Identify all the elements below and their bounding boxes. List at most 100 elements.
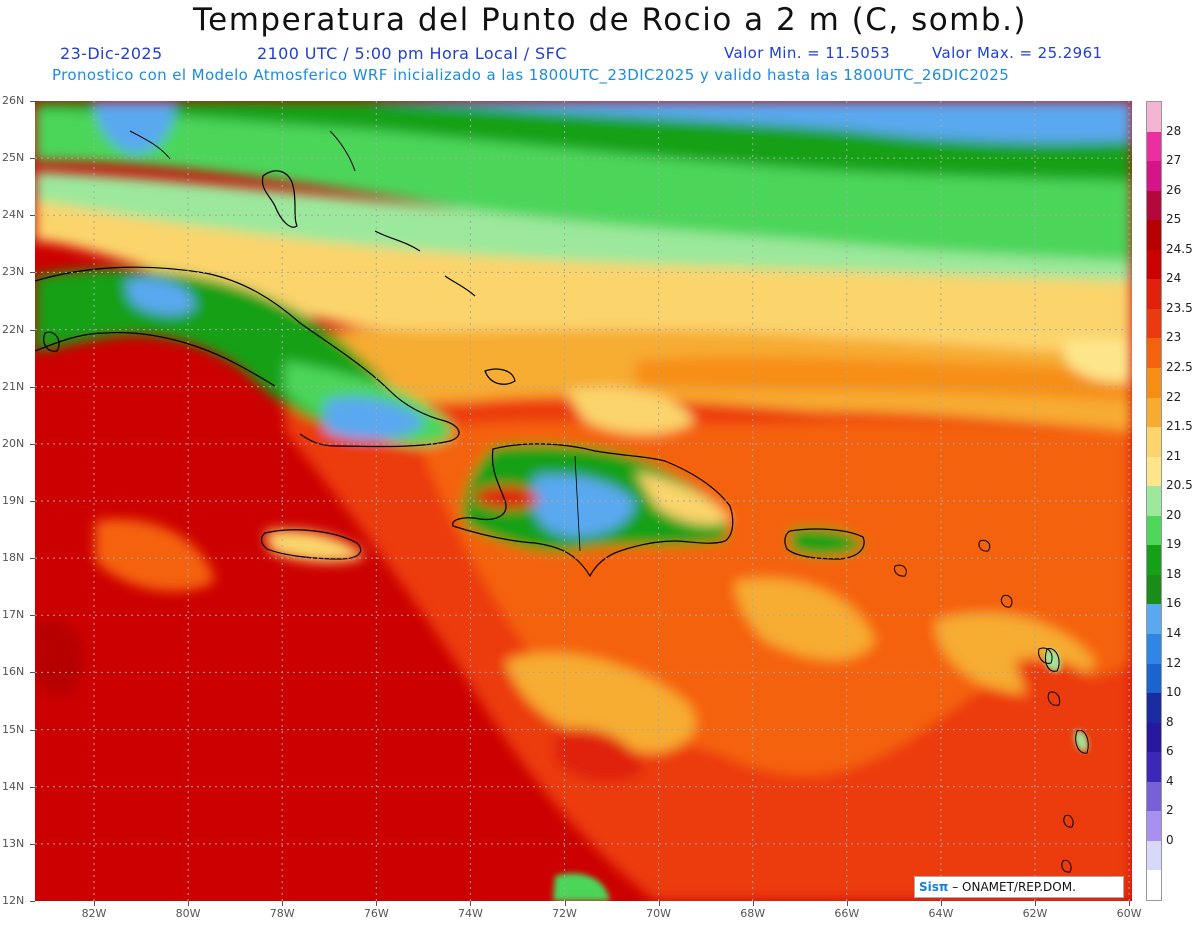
lesser-antilles — [894, 539, 1089, 873]
credit-text: – ONAMET/REP.DOM. — [948, 880, 1076, 894]
latitude-label: 22N — [2, 322, 25, 336]
latitude-tick — [30, 901, 35, 902]
legend-label: 24 — [1166, 271, 1182, 286]
longitude-tick — [564, 901, 566, 906]
min-value-label: Valor Min. = 11.5053 — [724, 44, 891, 62]
latitude-label: 16N — [2, 665, 25, 679]
latitude-label: 26N — [2, 94, 25, 107]
latitude-label: 24N — [2, 208, 25, 222]
legend-swatch — [1147, 368, 1161, 399]
longitude-label: 76W — [363, 907, 389, 920]
latitude-label: 17N — [2, 608, 25, 622]
legend-label: 22 — [1166, 389, 1182, 404]
longitude-tick — [658, 901, 660, 906]
legend-swatch — [1147, 781, 1161, 812]
coastlines — [35, 130, 865, 578]
max-value-label: Valor Max. = 25.2961 — [932, 44, 1103, 62]
legend-swatch — [1147, 515, 1161, 546]
latitude-label: 20N — [2, 436, 25, 450]
longitude-label: 68W — [740, 907, 766, 920]
legend-swatch — [1147, 722, 1161, 753]
legend-label: 23 — [1166, 330, 1182, 345]
legend-swatch — [1147, 574, 1161, 605]
legend-swatch — [1147, 840, 1161, 871]
longitude-label: 64W — [928, 907, 954, 920]
legend-label: 21.5 — [1166, 419, 1193, 434]
map-title: Temperatura del Punto de Rocio a 2 m (C,… — [192, 2, 1028, 38]
date-label: 23-Dic-2025 — [60, 44, 163, 63]
credit-box: Sisπ – ONAMET/REP.DOM. — [914, 876, 1124, 898]
legend-label: 14 — [1166, 626, 1182, 640]
legend-label: 26 — [1166, 182, 1182, 197]
latitude-label: 18N — [2, 551, 25, 565]
color-legend-bar — [1146, 101, 1162, 901]
legend-label: 16 — [1166, 596, 1182, 611]
legend-label: 19 — [1166, 537, 1182, 552]
graticule — [35, 101, 1132, 901]
legend-swatch — [1147, 249, 1161, 280]
legend-label: 6 — [1166, 744, 1174, 759]
legend-label: 24.5 — [1166, 241, 1193, 256]
latitude-tick — [30, 158, 35, 160]
latitude-label: 19N — [2, 494, 25, 507]
legend-label: 4 — [1166, 773, 1174, 788]
latitude-tick — [30, 272, 35, 274]
legend-swatch — [1147, 308, 1161, 339]
legend-swatch — [1147, 427, 1161, 458]
legend-swatch — [1147, 663, 1161, 694]
latitude-tick — [30, 386, 35, 388]
legend-swatch — [1147, 545, 1161, 576]
legend-swatch — [1147, 131, 1161, 162]
legend-swatch — [1147, 811, 1161, 842]
latitude-tick — [30, 558, 35, 560]
longitude-label: 66W — [834, 907, 860, 920]
longitude-label: 60W — [1116, 907, 1142, 920]
legend-label: 10 — [1166, 685, 1182, 700]
legend-swatch — [1147, 338, 1161, 369]
longitude-tick — [1035, 901, 1036, 906]
legend-swatch — [1147, 161, 1161, 192]
longitude-tick — [752, 901, 754, 906]
latitude-label: 15N — [2, 722, 25, 736]
legend-swatch — [1147, 693, 1161, 724]
latitude-tick — [30, 215, 35, 217]
legend-label: 25 — [1166, 212, 1182, 227]
longitude-tick — [1129, 901, 1131, 906]
longitude-label: 72W — [552, 907, 577, 920]
legend-swatch — [1147, 102, 1161, 133]
legend-label: 22.5 — [1166, 360, 1193, 374]
legend-swatch — [1147, 456, 1161, 487]
longitude-label: 80W — [175, 907, 201, 920]
latitude-tick — [30, 729, 35, 731]
legend-label: 18 — [1166, 566, 1182, 581]
longitude-label: 62W — [1022, 907, 1048, 920]
longitude-tick — [470, 901, 472, 906]
longitude-tick — [376, 901, 378, 906]
dewpoint-field — [35, 101, 1132, 901]
longitude-tick — [846, 901, 848, 906]
latitude-label: 21N — [2, 379, 25, 393]
latitude-label: 12N — [2, 894, 25, 907]
latitude-tick — [30, 672, 35, 674]
legend-label: 2 — [1166, 803, 1174, 818]
legend-swatch — [1147, 634, 1161, 665]
longitude-tick — [188, 901, 190, 906]
legend-label: 20 — [1166, 507, 1182, 522]
latitude-label: 14N — [2, 779, 25, 793]
latitude-tick — [30, 101, 35, 102]
legend-swatch — [1147, 397, 1161, 428]
latitude-tick — [30, 329, 35, 331]
legend-swatch — [1147, 604, 1161, 635]
latitude-tick — [30, 786, 35, 788]
legend-label: 23.5 — [1166, 300, 1193, 315]
longitude-tick — [940, 901, 942, 906]
latitude-tick — [30, 501, 35, 502]
legend-swatch — [1147, 870, 1161, 901]
legend-swatch — [1147, 220, 1161, 251]
legend-label: 12 — [1166, 655, 1182, 670]
longitude-label: 78W — [269, 907, 295, 920]
longitude-tick — [282, 901, 284, 906]
legend-swatch — [1147, 752, 1161, 783]
legend-swatch — [1147, 279, 1161, 310]
latitude-label: 23N — [2, 265, 25, 279]
